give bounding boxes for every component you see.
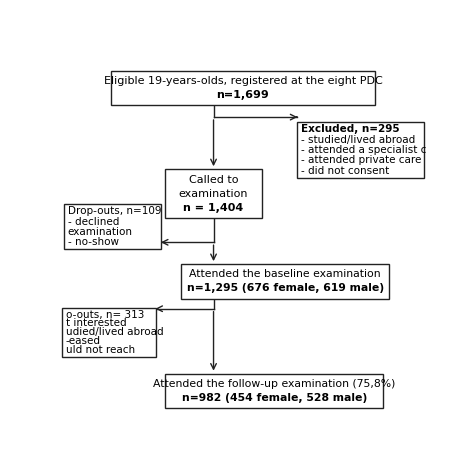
Text: Attended the baseline examination: Attended the baseline examination: [189, 269, 381, 279]
FancyBboxPatch shape: [182, 264, 389, 299]
FancyBboxPatch shape: [165, 374, 383, 408]
Text: o-outs, n= 313: o-outs, n= 313: [66, 310, 144, 319]
Text: -eased: -eased: [66, 337, 100, 346]
Text: uld not reach: uld not reach: [66, 346, 135, 356]
Text: t interested: t interested: [66, 319, 126, 328]
Text: n=982 (454 female, 528 male): n=982 (454 female, 528 male): [182, 393, 367, 403]
Text: n=1,699: n=1,699: [217, 90, 269, 100]
Text: n=1,295 (676 female, 619 male): n=1,295 (676 female, 619 male): [187, 283, 384, 293]
Text: - declined: - declined: [67, 217, 119, 227]
Text: Excluded, n=295: Excluded, n=295: [301, 124, 400, 134]
Text: Eligible 19-years-olds, registered at the eight PDC: Eligible 19-years-olds, registered at th…: [103, 76, 383, 86]
Text: examination: examination: [179, 189, 248, 199]
Text: udied/lived abroad: udied/lived abroad: [66, 328, 164, 337]
FancyBboxPatch shape: [110, 71, 375, 105]
Text: - studied/lived abroad: - studied/lived abroad: [301, 135, 415, 145]
FancyBboxPatch shape: [64, 204, 161, 249]
FancyBboxPatch shape: [297, 122, 424, 178]
FancyBboxPatch shape: [62, 308, 155, 357]
Text: - did not consent: - did not consent: [301, 165, 389, 175]
Text: n = 1,404: n = 1,404: [183, 203, 244, 213]
Text: Drop-outs, n=109: Drop-outs, n=109: [67, 206, 161, 217]
Text: Attended the follow-up examination (75,8%): Attended the follow-up examination (75,8…: [153, 379, 395, 389]
Text: Called to: Called to: [189, 175, 238, 185]
Text: - no-show: - no-show: [67, 237, 118, 247]
Text: - attended private care: - attended private care: [301, 155, 421, 165]
Text: - attended a specialist c: - attended a specialist c: [301, 145, 426, 155]
FancyBboxPatch shape: [165, 169, 262, 219]
Text: examination: examination: [67, 227, 133, 237]
